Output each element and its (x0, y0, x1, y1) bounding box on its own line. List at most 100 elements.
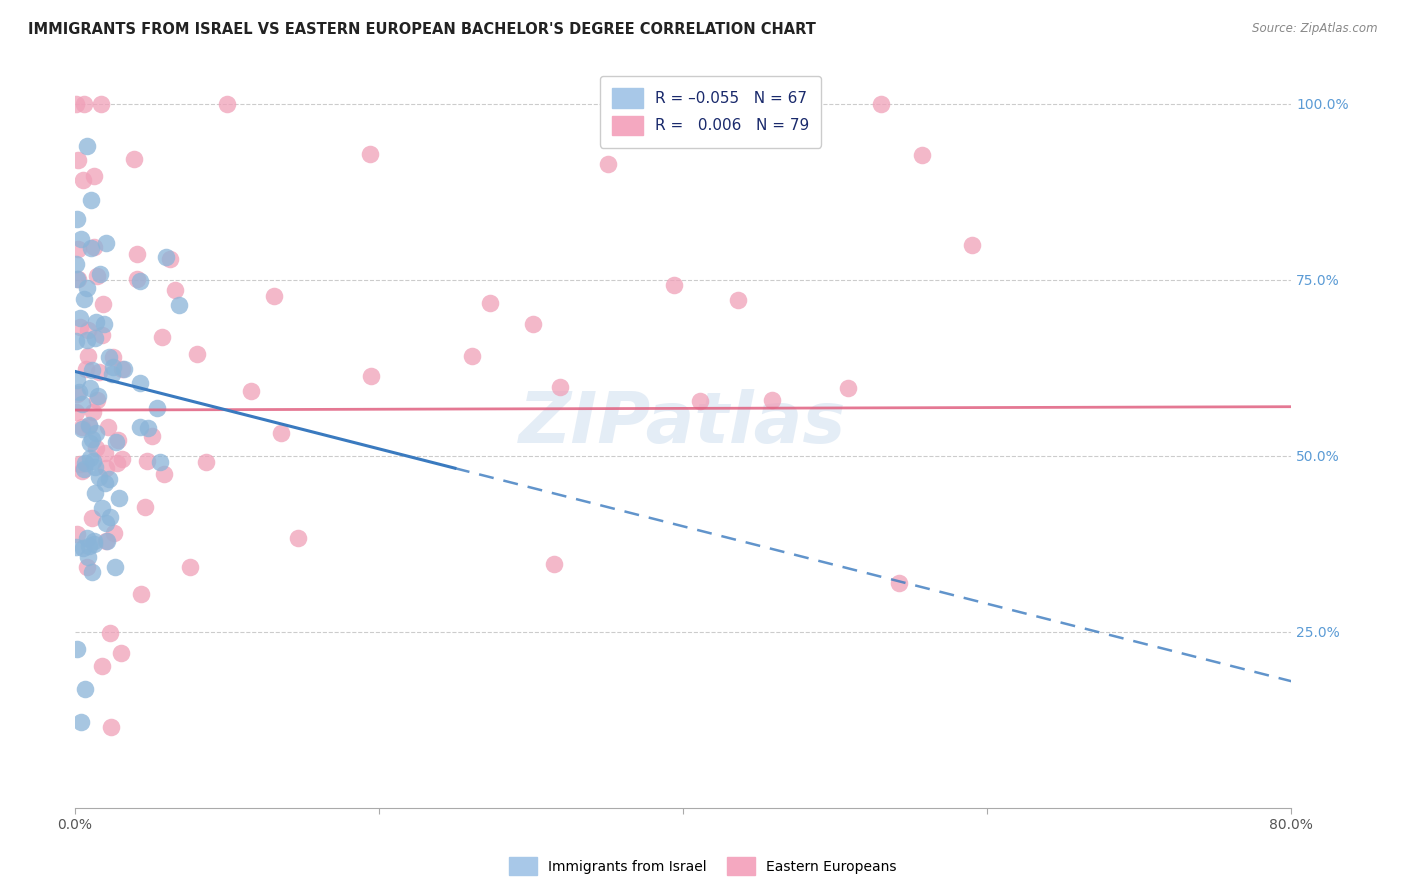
Point (100, 368, 122, 382)
Point (80, 432, 103, 446)
Point (111, 452, 134, 467)
Point (69, 319, 91, 334)
Point (69, 310, 91, 325)
Point (287, 532, 309, 546)
Point (98, 510, 121, 524)
Point (240, 384, 263, 398)
Point (360, 368, 382, 383)
Point (263, 289, 285, 303)
Point (163, 283, 186, 297)
Point (70, 464, 93, 478)
Point (73, 292, 96, 306)
Legend: Immigrants from Israel, Eastern Europeans: Immigrants from Israel, Eastern European… (503, 852, 903, 880)
Point (77, 323, 100, 337)
Point (128, 419, 150, 434)
Point (79, 381, 101, 395)
Point (94, 475, 117, 490)
Point (87, 365, 110, 379)
Point (70, 422, 93, 436)
Point (159, 252, 181, 266)
Legend: R = –0.055   N = 67, R =   0.006   N = 79: R = –0.055 N = 67, R = 0.006 N = 79 (600, 76, 821, 147)
Point (72, 541, 94, 555)
Point (76, 281, 98, 295)
Point (145, 401, 167, 416)
Point (70, 232, 93, 246)
Point (127, 247, 149, 261)
Point (84, 331, 107, 345)
Point (131, 587, 153, 601)
Point (596, 157, 619, 171)
Point (522, 317, 544, 331)
Point (96, 533, 118, 548)
Point (97, 351, 120, 365)
Point (125, 272, 148, 286)
Point (101, 359, 124, 374)
Point (65, 405, 87, 419)
Point (70, 714, 93, 729)
Point (65, 96, 87, 111)
Point (105, 456, 128, 470)
Point (194, 455, 217, 469)
Point (66, 272, 89, 286)
Point (543, 557, 565, 571)
Point (80, 241, 103, 255)
Point (103, 526, 125, 541)
Point (869, 96, 891, 111)
Point (90, 96, 112, 111)
Point (66, 271, 89, 285)
Text: Source: ZipAtlas.com: Source: ZipAtlas.com (1253, 22, 1378, 36)
Point (86, 315, 108, 329)
Point (270, 425, 292, 440)
Point (67, 153, 90, 168)
Point (136, 454, 159, 468)
Point (98, 471, 121, 485)
Point (83, 240, 105, 254)
Point (65, 540, 87, 554)
Point (89, 470, 111, 484)
Point (86, 268, 108, 283)
Point (65, 257, 87, 271)
Point (82, 404, 104, 418)
Point (65, 334, 87, 349)
Point (94, 534, 117, 549)
Point (77, 539, 100, 553)
Point (91, 297, 114, 311)
Point (79, 436, 101, 450)
Point (76, 560, 98, 574)
Point (960, 237, 983, 252)
Point (461, 349, 484, 363)
Point (69, 458, 91, 472)
Point (83, 537, 105, 551)
Point (761, 393, 783, 408)
Point (77, 349, 100, 363)
Point (167, 297, 190, 311)
Point (82, 511, 104, 525)
Point (79, 418, 101, 433)
Point (155, 250, 177, 264)
Point (105, 434, 128, 449)
Point (359, 146, 381, 161)
Point (82, 454, 104, 468)
Point (82, 565, 104, 579)
Point (66, 212, 89, 227)
Text: IMMIGRANTS FROM ISRAEL VS EASTERN EUROPEAN BACHELOR'S DEGREE CORRELATION CHART: IMMIGRANTS FROM ISRAEL VS EASTERN EUROPE… (28, 22, 815, 37)
Point (91, 327, 114, 342)
Point (65, 526, 87, 541)
Point (150, 329, 173, 343)
Point (887, 576, 910, 591)
Point (548, 380, 571, 394)
Point (134, 500, 156, 514)
Point (77, 418, 100, 433)
Point (76, 532, 98, 546)
Point (84, 486, 107, 500)
Point (94, 446, 117, 460)
Point (89, 267, 111, 281)
Point (104, 560, 127, 574)
Point (136, 421, 159, 435)
Point (76, 333, 98, 347)
Point (83, 533, 105, 548)
Point (97, 419, 120, 434)
Point (101, 350, 124, 364)
Point (94, 516, 117, 531)
Point (66, 373, 89, 387)
